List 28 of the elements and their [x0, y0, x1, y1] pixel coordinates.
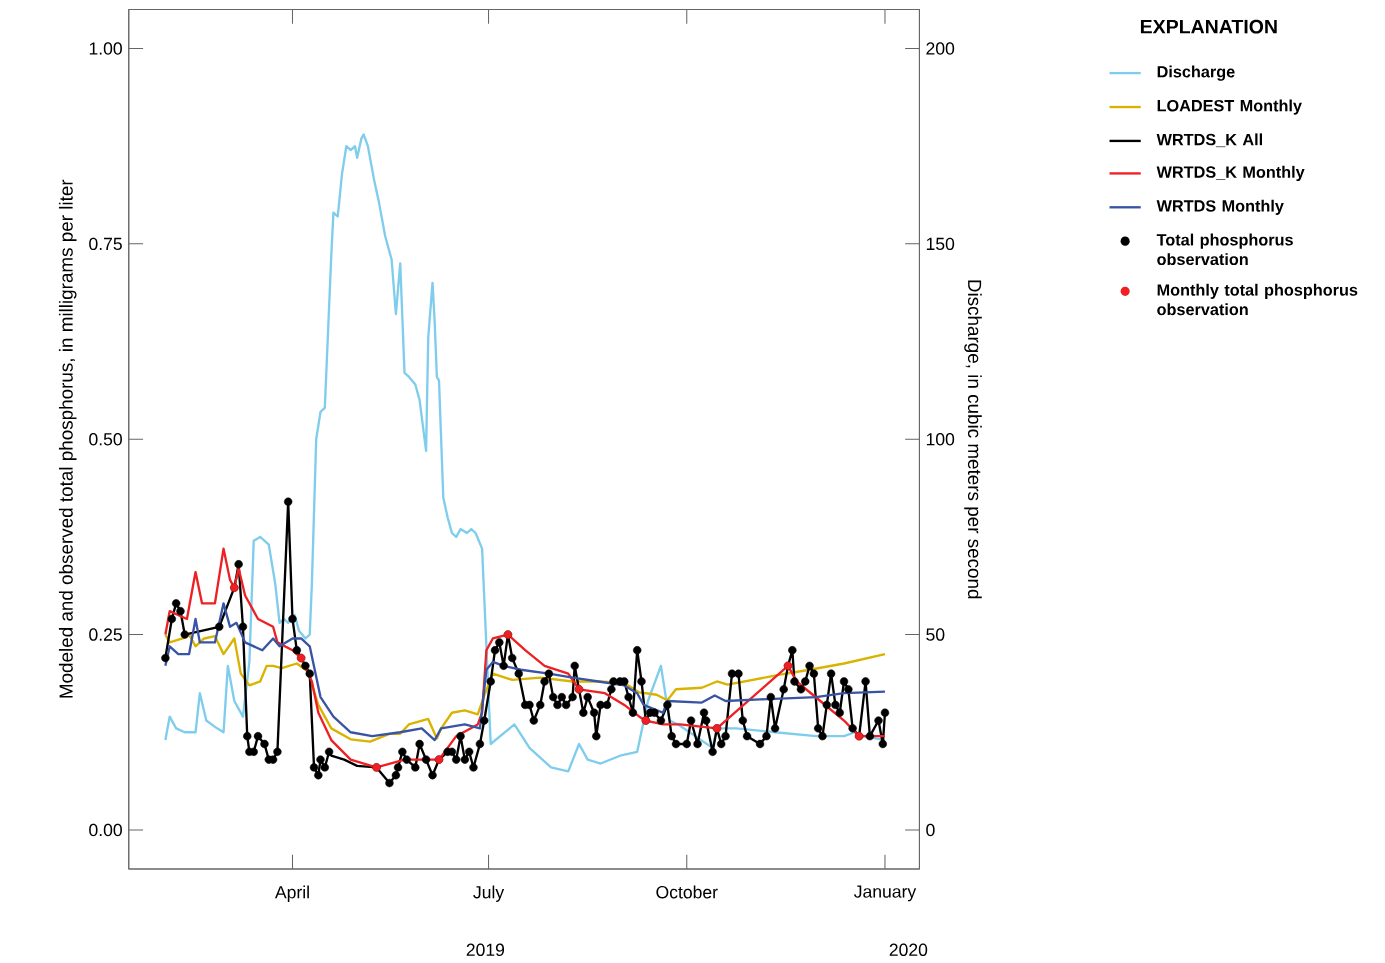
y-tick-label: 0.00 [89, 823, 122, 837]
y2-tick-label: 50 [926, 628, 945, 641]
x-tick-label: July [473, 885, 505, 903]
y2-tick-label: 100 [926, 433, 955, 446]
legend-title: EXPLANATION [1140, 19, 1277, 34]
legend-label: WRTDS Monthly [1156, 199, 1284, 216]
legend-label: WRTDS_K Monthly [1156, 166, 1305, 182]
legend-label: Total phosphorus observation [1156, 233, 1293, 266]
text: 2020 [889, 943, 928, 957]
legend-label: Discharge [1157, 65, 1235, 81]
y2-axis-title: Discharge, in cubic meters per second [964, 280, 982, 599]
x-tick-label: January [854, 885, 917, 902]
x-tick-label: October [656, 885, 718, 899]
text: 2019 [466, 943, 505, 957]
y-axis-title: Modeled and observed total phosphorus, in milligrams per liter [58, 179, 77, 698]
y-tick-label: 0.25 [89, 628, 122, 641]
x-tick-label: April [274, 885, 309, 903]
legend-label: LOADEST Monthly [1157, 99, 1302, 115]
line-series [164, 602, 887, 742]
line-series [164, 133, 887, 773]
y-tick-label: 0.50 [89, 433, 122, 446]
y2-tick-label: 200 [926, 42, 955, 55]
y2-tick-label: 0 [926, 823, 935, 837]
legend-label: WRTDS_K All [1156, 133, 1262, 148]
y-tick-label: 0.75 [89, 237, 122, 251]
y-tick-label: 1.00 [89, 42, 122, 55]
legend-label: Monthly total phosphorus observation [1157, 283, 1358, 316]
y2-tick-label: 150 [926, 237, 955, 251]
